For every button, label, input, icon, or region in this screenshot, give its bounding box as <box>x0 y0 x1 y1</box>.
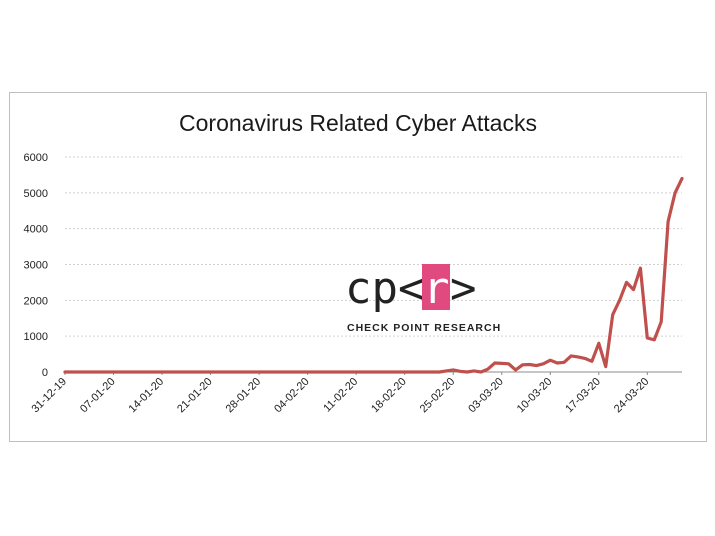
line-chart: Coronavirus Related Cyber Attacks 0 1000 2… <box>24 110 684 415</box>
cpr-logo-watermark: cp< r > CHECK POINT RESEARCH <box>345 263 501 334</box>
gridlines <box>65 156 682 337</box>
chart-frame: Coronavirus Related Cyber Attacks 0 1000 2… <box>9 92 707 442</box>
logo-text-right: > <box>450 263 477 314</box>
y-tick-label: 1000 <box>24 331 48 343</box>
x-tick-label: 24-03-20 <box>612 376 652 416</box>
x-tick-label: 18-02-20 <box>369 376 409 416</box>
x-tick-label: 25-02-20 <box>418 376 458 416</box>
y-axis-ticks: 0 1000 2000 3000 4000 5000 6000 <box>24 152 48 379</box>
x-axis-ticks: 31-12-19 07-01-20 14-01-20 21-01-20 28-01-20… <box>29 372 651 415</box>
x-tick-label: 07-01-20 <box>78 376 118 416</box>
logo-text-r: r <box>423 263 450 314</box>
x-tick-label: 17-03-20 <box>563 376 603 416</box>
logo-r-box <box>422 264 450 310</box>
y-tick-label: 0 <box>42 367 48 379</box>
y-tick-label: 2000 <box>24 295 48 307</box>
y-tick-label: 5000 <box>24 188 48 200</box>
x-tick-label: 04-02-20 <box>272 376 312 416</box>
y-tick-label: 4000 <box>24 224 48 236</box>
chart-title: Coronavirus Related Cyber Attacks <box>179 110 537 136</box>
logo-text-left: cp< <box>345 263 424 314</box>
y-tick-label: 6000 <box>24 152 48 164</box>
x-tick-label: 10-03-20 <box>515 376 555 416</box>
y-tick-label: 3000 <box>24 260 48 272</box>
series-line <box>63 176 684 374</box>
logo-subtitle: CHECK POINT RESEARCH <box>347 322 501 334</box>
x-tick-label: 31-12-19 <box>29 376 69 416</box>
x-tick-label: 03-03-20 <box>466 376 506 416</box>
x-tick-label: 28-01-20 <box>224 376 264 416</box>
x-tick-label: 21-01-20 <box>175 376 215 416</box>
x-tick-label: 11-02-20 <box>321 376 360 415</box>
x-tick-label: 14-01-20 <box>127 376 167 416</box>
